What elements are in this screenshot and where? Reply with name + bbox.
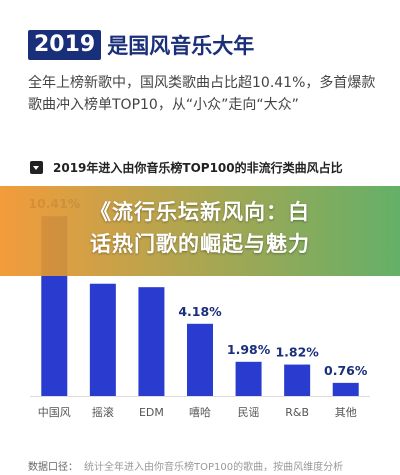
description-text: 全年上榜新歌中，国风类歌曲占比超10.41%，多首爆款歌曲冲入榜单TOP10，从… — [28, 75, 376, 113]
x-tick-label-0: 中国风 — [38, 406, 71, 419]
page-title: 是国风音乐大年 — [107, 34, 255, 58]
x-tick-label-4: 民谣 — [238, 406, 260, 419]
x-tick-label-2: EDM — [139, 406, 164, 419]
footnote: 数据口径： 统计全年进入由你音乐榜TOP100的歌曲，按曲风维度分析 — [28, 458, 388, 473]
bar-3 — [187, 323, 213, 396]
data-label-6: 0.76% — [324, 363, 368, 378]
data-label-3: 4.18% — [178, 304, 222, 319]
collapse-icon[interactable] — [30, 160, 43, 174]
bar-5 — [284, 364, 311, 396]
bar-4 — [235, 361, 262, 396]
bar-1 — [89, 283, 116, 396]
overlay-banner: 《流行乐坛新风向：白 话热门歌的崛起与魅力 — [0, 186, 400, 276]
bar-6 — [332, 382, 359, 396]
data-label-4: 1.98% — [227, 342, 271, 357]
x-tick-label-1: 摇滚 — [92, 405, 114, 419]
bar-2 — [138, 287, 165, 396]
header: 2019 是国风音乐大年 — [28, 30, 254, 60]
chart-title: 2019年进入由你音乐榜TOP100的非流行类曲风占比 — [53, 160, 343, 175]
x-tick-label-6: 其他 — [335, 406, 357, 419]
banner-line-2: 话热门歌的崛起与魅力 — [90, 232, 310, 256]
banner-line-1: 《流行乐坛新风向：白 — [90, 200, 310, 224]
x-tick-label-5: R&B — [285, 406, 309, 419]
year-badge: 2019 — [28, 30, 102, 60]
card-header[interactable]: 2019年进入由你音乐榜TOP100的非流行类曲风占比 — [30, 152, 370, 182]
footnote-text: 统计全年进入由你音乐榜TOP100的歌曲，按曲风维度分析 — [84, 462, 344, 473]
footnote-label: 数据口径： — [28, 462, 78, 473]
x-tick-label-3: 嘻哈 — [189, 406, 211, 419]
bar-chart: 10.41%中国风摇滚EDM4.18%嘻哈1.98%民谣1.82%R&B0.76… — [30, 196, 370, 419]
chart-card: 2019年进入由你音乐榜TOP100的非流行类曲风占比 10.41%中国风摇滚E… — [30, 152, 370, 452]
data-label-5: 1.82% — [275, 345, 319, 360]
banner-text: 《流行乐坛新风向：白 话热门歌的崛起与魅力 — [0, 196, 400, 260]
